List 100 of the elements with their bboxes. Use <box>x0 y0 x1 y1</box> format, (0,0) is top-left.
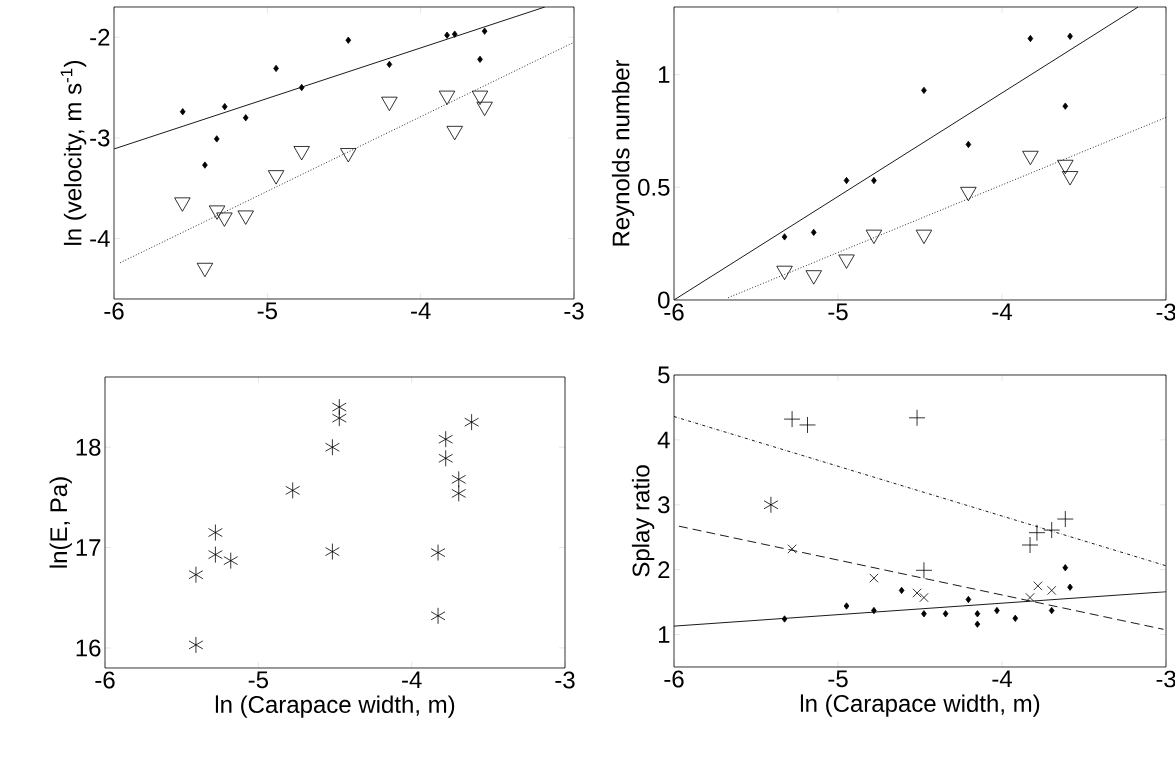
x-tick-label: -5 <box>828 303 848 321</box>
y-tick-label: 4 <box>657 431 670 449</box>
point <box>960 186 977 202</box>
x-tick-label: -4 <box>402 671 422 689</box>
point <box>974 610 981 618</box>
point <box>381 96 398 112</box>
point <box>451 485 467 502</box>
point <box>908 409 926 427</box>
point <box>912 588 922 598</box>
point <box>898 586 905 595</box>
y-tick-label: 17 <box>76 539 101 556</box>
point <box>1048 606 1055 615</box>
x-tick-label: -4 <box>411 302 431 320</box>
point <box>843 176 850 185</box>
y-axis-title: Reynolds number <box>611 59 635 246</box>
point <box>345 36 352 44</box>
point <box>446 125 463 141</box>
point <box>331 409 347 427</box>
point <box>451 470 467 488</box>
point <box>869 573 879 583</box>
point <box>974 620 981 628</box>
x-tick-label: -6 <box>95 671 115 689</box>
point <box>838 254 855 269</box>
y-axis-title: ln (velocity, m s$^{-1}$) <box>60 60 87 245</box>
point <box>776 265 793 281</box>
point <box>919 592 929 603</box>
y-tick-label: -3 <box>90 129 110 147</box>
x-tick-label: -3 <box>555 671 575 689</box>
point <box>476 101 493 117</box>
y-tick-label: 16 <box>76 639 101 657</box>
point <box>188 636 204 654</box>
point <box>1057 159 1074 175</box>
y-tick-label: -4 <box>90 230 110 247</box>
point <box>237 210 254 225</box>
point <box>799 416 816 434</box>
point <box>208 205 226 220</box>
point <box>438 430 454 448</box>
point <box>208 524 223 541</box>
x-tick-label: -5 <box>828 670 848 688</box>
point <box>1056 510 1074 528</box>
point <box>1022 150 1039 166</box>
point <box>1021 536 1039 554</box>
x-tick-label: -4 <box>992 670 1012 688</box>
point <box>188 566 204 584</box>
point <box>174 197 191 212</box>
point <box>293 146 310 161</box>
point <box>1043 521 1061 539</box>
y-tick-label: 0.5 <box>638 178 670 196</box>
point <box>1062 564 1069 572</box>
point <box>464 413 479 431</box>
point <box>213 135 220 143</box>
point <box>915 229 933 245</box>
y-tick-label: 18 <box>76 438 101 456</box>
y-tick-label: 2 <box>658 561 670 579</box>
point <box>865 229 883 245</box>
point <box>783 410 801 428</box>
point <box>451 30 458 38</box>
point <box>1047 585 1057 596</box>
point <box>1067 32 1073 40</box>
x-tick-label: -3 <box>1156 670 1175 688</box>
x-tick-label: -6 <box>104 302 124 320</box>
point <box>1061 171 1079 186</box>
point <box>325 438 340 456</box>
point <box>471 90 489 105</box>
x-tick-label: -4 <box>992 303 1012 321</box>
y-tick-label: 3 <box>658 496 670 514</box>
y-tick-label: -2 <box>90 28 110 46</box>
point <box>781 615 788 623</box>
point <box>386 60 393 68</box>
point <box>942 610 949 618</box>
point <box>202 161 208 169</box>
point <box>965 595 972 604</box>
x-axis-title: ln (Carapace width, m) <box>800 694 1040 717</box>
point <box>208 546 223 564</box>
point <box>481 27 488 35</box>
point <box>1033 581 1043 591</box>
point <box>1067 583 1073 591</box>
x-tick-label: -5 <box>257 302 277 320</box>
x-tick-label: -3 <box>564 302 584 320</box>
point <box>1025 592 1035 603</box>
point <box>781 233 788 241</box>
point <box>179 108 186 116</box>
point <box>1012 614 1019 622</box>
point <box>223 552 239 570</box>
point <box>1027 34 1034 43</box>
point <box>1028 524 1046 542</box>
point <box>430 544 446 561</box>
point <box>267 170 285 185</box>
y-axis-title: Splay ratio <box>631 465 655 577</box>
point <box>196 262 214 278</box>
point <box>805 270 822 285</box>
point <box>298 83 305 92</box>
point <box>477 55 483 63</box>
x-tick-label: -6 <box>664 670 684 688</box>
point <box>340 148 357 163</box>
point <box>444 31 450 39</box>
point <box>763 496 779 514</box>
point <box>285 481 301 499</box>
point <box>915 561 933 579</box>
point <box>965 140 972 149</box>
